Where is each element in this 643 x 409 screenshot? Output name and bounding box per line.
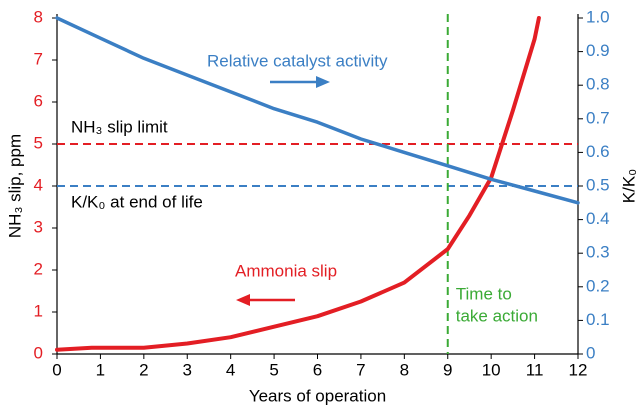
reference-label: NH₃ slip limit (71, 117, 168, 136)
y2-tick-label: 0.1 (586, 310, 610, 329)
y-tick-label: 0 (34, 343, 43, 362)
x-tick-label: 0 (52, 360, 61, 379)
x-tick-label: 8 (400, 360, 409, 379)
y2-tick-label: 0.2 (586, 276, 610, 295)
x-tick-label: 9 (443, 360, 452, 379)
vertical-label: Time to (456, 284, 512, 303)
y2-tick-label: 0 (586, 343, 595, 362)
x-tick-label: 5 (269, 360, 278, 379)
reference-label: K/K₀ at end of life (71, 192, 203, 211)
y2-tick-label: 0.4 (586, 209, 610, 228)
y-axis-label: NH₃ slip, ppm (5, 134, 24, 238)
y2-tick-label: 0.8 (586, 75, 610, 94)
y-tick-label: 2 (34, 259, 43, 278)
y-tick-label: 1 (34, 301, 43, 320)
y2-tick-label: 0.9 (586, 41, 610, 60)
x-tick-label: 7 (356, 360, 365, 379)
x-tick-label: 3 (183, 360, 192, 379)
x-tick-label: 10 (482, 360, 501, 379)
y-tick-label: 3 (34, 217, 43, 236)
x-axis-label: Years of operation (249, 386, 386, 405)
series-annotation: Ammonia slip (235, 261, 337, 280)
y2-tick-label: 0.5 (586, 175, 610, 194)
x-tick-label: 1 (96, 360, 105, 379)
series-line (55, 16, 541, 352)
y-tick-label: 6 (34, 91, 43, 110)
y2-axis-label: K/K₀ (619, 169, 638, 203)
x-tick-label: 6 (313, 360, 322, 379)
y-tick-label: 5 (34, 133, 43, 152)
x-tick-label: 12 (569, 360, 588, 379)
arrow-head (236, 294, 250, 306)
x-tick-label: 4 (226, 360, 235, 379)
y2-tick-label: 0.7 (586, 108, 610, 127)
arrow-head (316, 76, 330, 88)
series-annotation: Relative catalyst activity (207, 51, 388, 70)
series-line (55, 16, 580, 205)
x-tick-label: 2 (139, 360, 148, 379)
y2-tick-label: 0.6 (586, 142, 610, 161)
y-tick-label: 8 (34, 7, 43, 26)
x-tick-label: 11 (526, 360, 544, 379)
y2-tick-label: 0.3 (586, 243, 610, 262)
vertical-label: take action (456, 306, 538, 325)
y-tick-label: 7 (34, 49, 43, 68)
y-tick-label: 4 (34, 175, 43, 194)
y2-tick-label: 1.0 (586, 7, 610, 26)
